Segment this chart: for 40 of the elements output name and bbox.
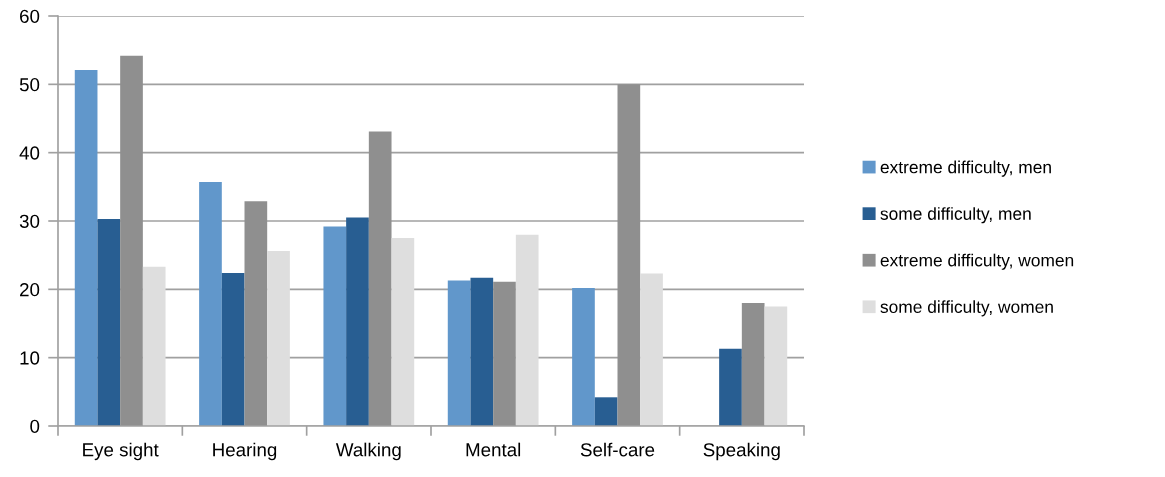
y-tick-label: 30 xyxy=(19,214,40,228)
bar xyxy=(142,266,166,426)
legend-label: extreme difficulty, men xyxy=(880,160,1051,177)
bar xyxy=(221,272,245,426)
y-tick-label: 10 xyxy=(20,351,40,365)
x-tick-label: Speaking xyxy=(703,442,780,461)
y-tick-label: 50 xyxy=(19,78,40,92)
bar xyxy=(267,251,290,426)
legend-label: extreme difficulty, women xyxy=(880,253,1074,270)
x-tick-label: Mental xyxy=(466,442,521,457)
bar xyxy=(572,287,595,426)
bar xyxy=(199,182,222,426)
legend-label: some difficulty, men xyxy=(880,207,1031,224)
bar xyxy=(74,69,98,426)
y-tick-label: 40 xyxy=(19,146,40,160)
bar xyxy=(368,131,392,426)
y-tick-label: 0 xyxy=(30,419,40,433)
y-tick-label: 60 xyxy=(20,9,40,23)
bar xyxy=(244,201,268,426)
bar xyxy=(97,218,121,426)
bar xyxy=(594,397,618,426)
bar xyxy=(470,277,494,426)
bar xyxy=(640,273,663,426)
bar xyxy=(515,234,539,426)
x-tick-label: Walking xyxy=(335,442,401,461)
x-tick-label: Self-care xyxy=(580,442,655,457)
bar xyxy=(617,84,641,426)
bar xyxy=(391,238,415,426)
x-tick-label: Eye sight xyxy=(83,442,159,461)
bar xyxy=(764,306,788,426)
legend-label: some difficulty, women xyxy=(880,300,1053,317)
bar xyxy=(741,303,765,426)
bar xyxy=(323,226,347,426)
bar xyxy=(120,55,143,426)
bar xyxy=(493,281,516,426)
x-tick-label: Hearing xyxy=(213,442,277,461)
bar xyxy=(346,217,369,426)
y-tick-label: 20 xyxy=(20,283,40,297)
bar xyxy=(447,280,471,426)
bar xyxy=(719,348,742,426)
